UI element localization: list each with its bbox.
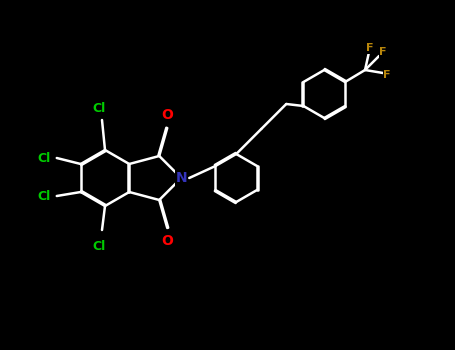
Text: O: O [162,108,173,122]
Text: Cl: Cl [37,189,51,203]
Text: F: F [379,47,387,57]
Text: O: O [162,234,173,248]
Text: F: F [383,70,391,80]
Text: F: F [366,43,374,53]
Text: Cl: Cl [37,152,51,164]
Text: N: N [176,171,187,185]
Text: Cl: Cl [92,102,106,114]
Text: Cl: Cl [92,239,106,252]
